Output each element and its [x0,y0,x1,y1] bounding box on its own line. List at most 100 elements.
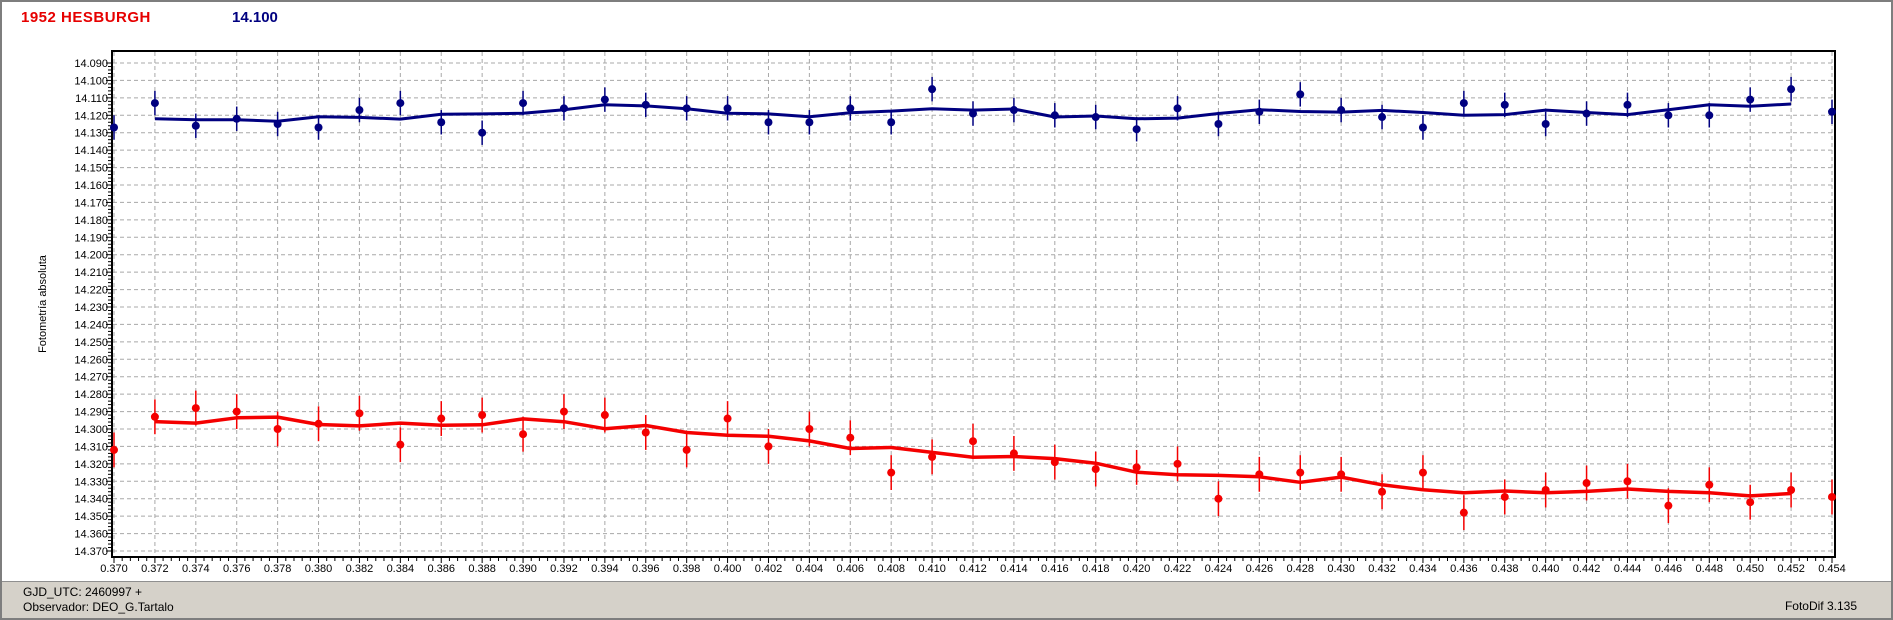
svg-text:0.388: 0.388 [468,563,496,575]
svg-text:14.200: 14.200 [74,250,108,262]
svg-text:14.280: 14.280 [74,389,108,401]
svg-text:0.396: 0.396 [632,563,660,575]
data-point [110,123,118,132]
svg-text:0.432: 0.432 [1368,563,1396,575]
data-point [437,414,446,423]
axis-ticks [106,62,1833,563]
svg-text:0.428: 0.428 [1286,563,1314,575]
data-point [641,428,650,437]
data-point [1091,113,1100,122]
data-point [559,407,568,416]
svg-text:0.386: 0.386 [427,563,455,575]
svg-text:0.398: 0.398 [673,563,701,575]
reference-magnitude: 14.100 [232,9,278,26]
svg-text:0.448: 0.448 [1696,563,1724,575]
data-point [1418,123,1427,132]
data-point [1459,99,1468,108]
red-series-markers [110,404,1836,517]
data-point [600,411,609,420]
svg-text:14.140: 14.140 [74,145,108,157]
svg-text:0.370: 0.370 [100,563,128,575]
data-point [1091,465,1100,474]
data-point [1255,107,1264,116]
svg-text:14.170: 14.170 [74,197,108,209]
svg-text:0.374: 0.374 [182,563,210,575]
data-point [1173,104,1182,113]
data-point [1541,486,1550,494]
data-point [1459,508,1468,517]
data-point [1296,90,1305,99]
svg-text:14.360: 14.360 [74,529,108,541]
data-point [1746,498,1755,507]
svg-text:14.270: 14.270 [74,372,108,384]
data-point [969,109,977,118]
data-point [232,114,241,123]
data-point [764,442,773,451]
svg-text:14.130: 14.130 [74,128,108,140]
svg-text:0.454: 0.454 [1818,563,1846,575]
data-point [1787,486,1796,494]
svg-text:0.450: 0.450 [1736,563,1764,575]
data-point [1500,100,1509,109]
navy-series-markers [110,85,1836,137]
svg-text:0.376: 0.376 [223,563,251,575]
svg-text:0.380: 0.380 [305,563,333,575]
svg-text:14.150: 14.150 [74,163,108,175]
data-point [1337,106,1346,115]
svg-text:0.390: 0.390 [509,563,537,575]
svg-text:0.424: 0.424 [1205,563,1233,575]
svg-text:14.100: 14.100 [74,75,108,87]
y-axis-labels: 14.090 14.100 14.110 14.120 14.130 14.140 14.1… [74,58,108,558]
svg-text:14.340: 14.340 [74,494,108,506]
svg-text:14.190: 14.190 [74,232,108,244]
svg-text:0.382: 0.382 [346,563,374,575]
plot-grid [113,52,1834,556]
data-point [1705,111,1714,120]
data-point [928,452,937,461]
data-point [559,104,568,113]
svg-text:0.436: 0.436 [1450,563,1478,575]
svg-text:0.400: 0.400 [714,563,742,575]
series-red-series [110,390,1836,531]
data-point [355,106,364,115]
data-point [682,104,691,113]
data-point [1214,494,1223,503]
data-point [478,411,487,420]
svg-text:0.434: 0.434 [1409,563,1437,575]
data-point [1828,492,1836,501]
plot-frame [111,50,1836,558]
data-point [1582,479,1591,488]
data-point [519,430,528,439]
data-point [478,128,487,137]
data-point [1582,109,1591,118]
data-point [1500,492,1509,501]
status-bar: GJD_UTC: 2460997 + Observador: DEO_G.Tar… [2,581,1891,618]
svg-text:0.394: 0.394 [591,563,619,575]
svg-text:14.090: 14.090 [74,58,108,70]
svg-text:0.408: 0.408 [877,563,905,575]
svg-text:0.410: 0.410 [918,563,946,575]
svg-text:0.438: 0.438 [1491,563,1519,575]
svg-text:0.426: 0.426 [1246,563,1274,575]
svg-text:0.420: 0.420 [1123,563,1151,575]
data-point [887,468,896,477]
data-point [1664,111,1673,120]
data-point [600,95,609,104]
data-point [150,412,159,421]
svg-text:0.404: 0.404 [796,563,824,575]
light-curve-chart: 0.370 0.372 0.374 0.376 0.378 0.380 0.382 0.384… [37,50,1846,575]
svg-text:0.422: 0.422 [1164,563,1192,575]
data-point [273,120,282,128]
data-point [805,425,814,433]
data-point [1255,470,1264,479]
data-point [846,433,855,442]
data-point [1623,477,1632,486]
data-point [110,445,118,454]
data-point [1705,480,1714,489]
data-point [1050,111,1059,120]
data-point [1746,95,1755,104]
svg-text:14.370: 14.370 [74,546,108,558]
data-point [969,437,977,446]
data-point [1009,449,1018,458]
